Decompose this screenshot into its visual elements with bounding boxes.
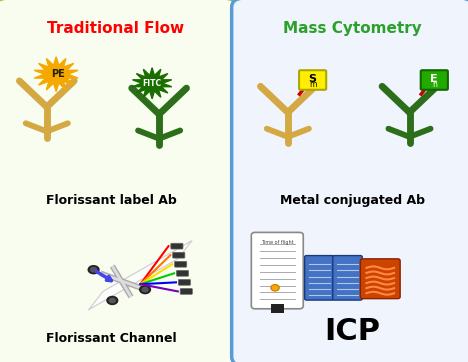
Text: S: S xyxy=(308,73,317,84)
Text: PE: PE xyxy=(51,69,66,79)
Text: Florissant Channel: Florissant Channel xyxy=(46,332,176,345)
Circle shape xyxy=(139,285,151,294)
Circle shape xyxy=(90,267,97,273)
Text: m: m xyxy=(309,80,316,89)
Polygon shape xyxy=(34,57,78,92)
FancyBboxPatch shape xyxy=(171,243,183,249)
Circle shape xyxy=(106,296,118,305)
FancyBboxPatch shape xyxy=(333,256,362,300)
Text: Mass Cytometry: Mass Cytometry xyxy=(283,21,422,37)
Text: FITC: FITC xyxy=(143,79,161,88)
Text: Florissant label Ab: Florissant label Ab xyxy=(46,194,176,207)
FancyBboxPatch shape xyxy=(180,289,192,294)
FancyBboxPatch shape xyxy=(176,270,189,276)
FancyBboxPatch shape xyxy=(299,70,326,90)
Text: Time of flight: Time of flight xyxy=(261,240,293,245)
FancyBboxPatch shape xyxy=(305,256,334,300)
Polygon shape xyxy=(89,241,192,310)
FancyBboxPatch shape xyxy=(173,252,185,258)
Circle shape xyxy=(109,298,116,303)
Text: Metal conjugated Ab: Metal conjugated Ab xyxy=(280,194,424,207)
Circle shape xyxy=(141,287,149,292)
Circle shape xyxy=(271,285,279,291)
FancyBboxPatch shape xyxy=(421,70,448,90)
Circle shape xyxy=(88,265,100,274)
FancyBboxPatch shape xyxy=(178,279,190,285)
FancyBboxPatch shape xyxy=(251,232,303,309)
Text: n: n xyxy=(432,80,437,89)
Bar xyxy=(271,304,284,313)
FancyBboxPatch shape xyxy=(175,261,187,267)
FancyBboxPatch shape xyxy=(360,259,400,299)
Text: E: E xyxy=(431,73,438,84)
Polygon shape xyxy=(132,68,172,99)
Text: ICP: ICP xyxy=(324,317,380,346)
Text: Traditional Flow: Traditional Flow xyxy=(47,21,184,37)
FancyBboxPatch shape xyxy=(0,0,236,362)
FancyBboxPatch shape xyxy=(232,0,468,362)
